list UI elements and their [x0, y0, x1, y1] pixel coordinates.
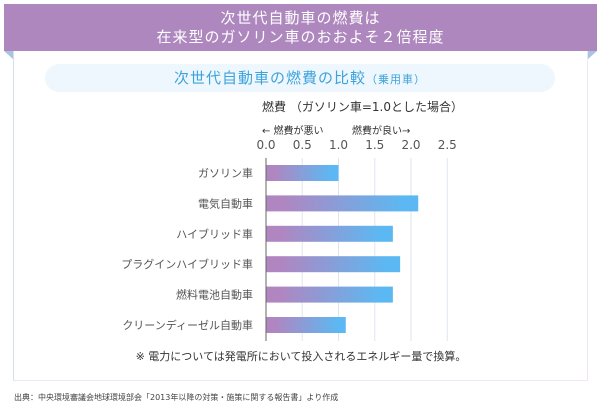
- source-credit: 出典：中央環境審議会地球環境部会「2013年以降の対策・施策に関する報告書」より…: [14, 393, 339, 402]
- bar-5: [266, 317, 346, 333]
- category-label: 燃料電池自動車: [176, 288, 253, 302]
- chart-title: 燃費 （ガソリン車=1.0とした場合）: [262, 100, 463, 114]
- chart-panel: [13, 51, 588, 381]
- bar-2: [266, 225, 393, 242]
- bar-0: [266, 165, 339, 181]
- category-label: 電気自動車: [198, 196, 253, 210]
- category-label: ハイブリッド車: [176, 227, 253, 241]
- x-tick-label: 0.5: [293, 138, 312, 152]
- category-label: クリーンディーゼル自動車: [122, 318, 253, 332]
- direction-worse: ← 燃費が悪い: [262, 126, 324, 137]
- header-line-1: 次世代自動車の燃費は: [220, 9, 381, 27]
- direction-better: 燃費が良い→: [352, 126, 411, 137]
- category-label: プラグインハイブリッド車: [121, 257, 253, 271]
- bar-1: [266, 195, 419, 212]
- chart-heading: 次世代自動車の燃費の比較（乗用車）: [45, 64, 555, 92]
- ribbon-fold-right: [588, 51, 597, 59]
- x-tick-label: 1.0: [329, 138, 348, 152]
- bar-4: [266, 286, 393, 303]
- x-tick-label: 0.0: [256, 138, 275, 152]
- x-tick-label: 2.0: [401, 138, 420, 152]
- ribbon-fold-left: [4, 51, 13, 59]
- x-tick-label: 1.5: [365, 138, 384, 152]
- chart-heading-sub: （乗用車）: [366, 73, 426, 86]
- header-line-2: 在来型のガソリン車のおおよそ２倍程度: [156, 28, 445, 46]
- bar-3: [266, 256, 401, 273]
- x-tick-label: 2.5: [438, 138, 457, 152]
- chart-heading-main: 次世代自動車の燃費の比較: [173, 69, 366, 87]
- category-label: ガソリン車: [198, 166, 253, 180]
- header-banner: 次世代自動車の燃費は 在来型のガソリン車のおおよそ２倍程度: [4, 4, 597, 51]
- footnote: ※ 電力については発電所において投入されるエネルギー量で換算。: [135, 350, 467, 363]
